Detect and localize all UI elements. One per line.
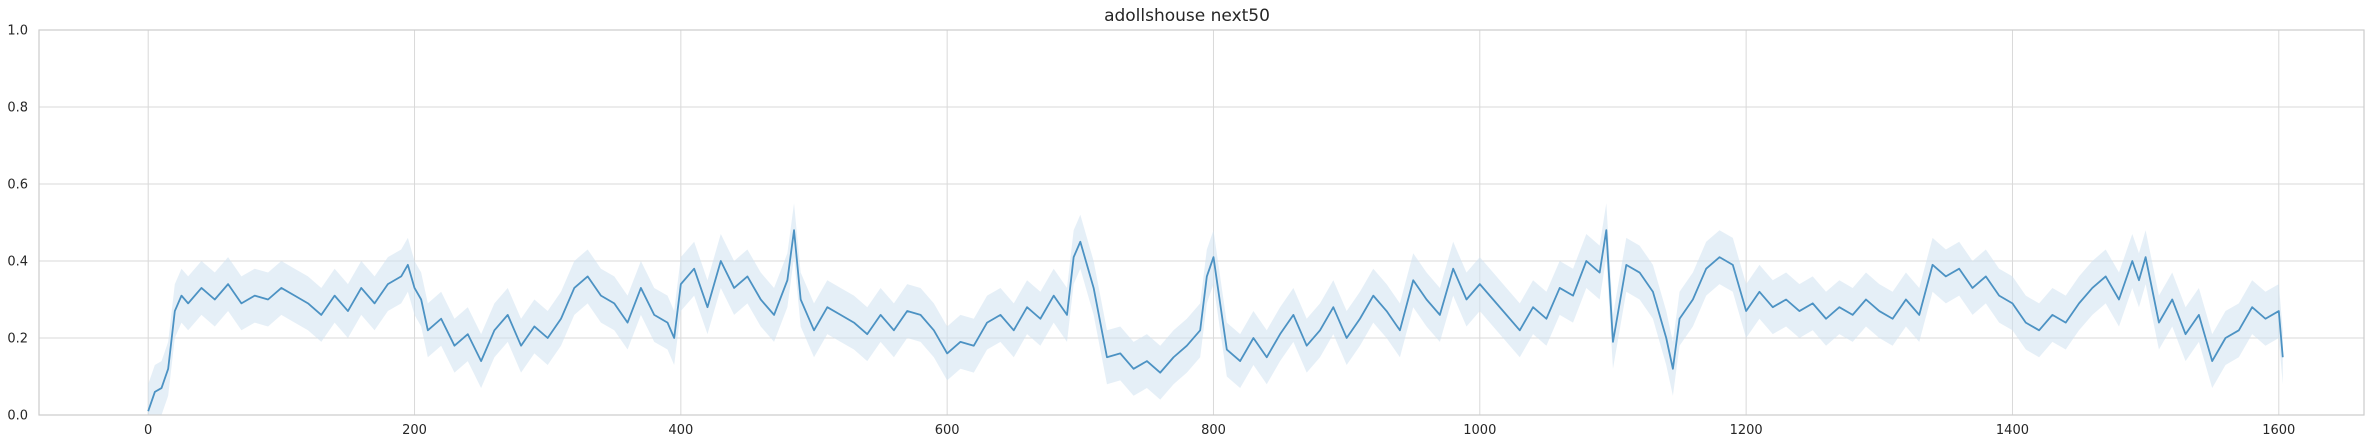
series-0-line xyxy=(147,229,2284,412)
axes-frame xyxy=(38,29,2365,416)
y-tick-label: 0.6 xyxy=(7,178,28,193)
x-tick-label: 400 xyxy=(668,423,693,438)
y-tick-label: 1.0 xyxy=(7,24,28,39)
y-axis-ticks: 0.0 0.2 0.4 0.6 0.8 1.0 xyxy=(7,24,28,424)
confidence-band xyxy=(148,203,2283,415)
y-tick-label: 0.4 xyxy=(7,255,28,270)
x-axis-ticks: 0 200 400 600 800 1000 1200 1400 1600 xyxy=(144,423,2295,438)
y-tick-label: 0.0 xyxy=(7,409,28,424)
x-tick-label: 1200 xyxy=(1730,423,1763,438)
x-tick-label: 1600 xyxy=(2262,423,2295,438)
x-tick-label: 1400 xyxy=(1996,423,2029,438)
grid-lines xyxy=(39,29,2364,416)
x-tick-label: 0 xyxy=(144,423,152,438)
x-tick-label: 1000 xyxy=(1463,423,1496,438)
y-tick-label: 0.8 xyxy=(7,101,28,116)
plot-border xyxy=(38,29,2365,416)
series-0-band xyxy=(148,203,2283,415)
chart-title: adollshouse next50 xyxy=(1104,6,1270,26)
series-lines xyxy=(147,229,2284,412)
y-tick-label: 0.2 xyxy=(7,332,28,347)
x-tick-label: 200 xyxy=(402,423,427,438)
x-tick-label: 800 xyxy=(1201,423,1226,438)
x-tick-label: 600 xyxy=(935,423,960,438)
